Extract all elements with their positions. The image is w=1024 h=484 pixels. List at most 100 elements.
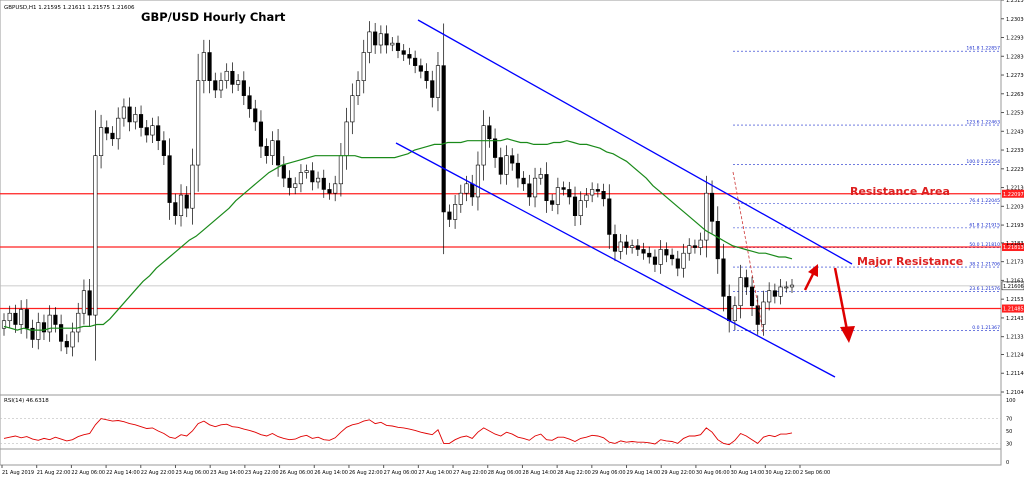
bearish-candle xyxy=(413,57,418,66)
bearish-candle xyxy=(441,65,446,213)
bullish-candle xyxy=(218,80,224,91)
bullish-candle xyxy=(270,140,275,156)
x-tick-label: 28 Aug 06:00 xyxy=(488,470,522,476)
rsi-tick-label: 100 xyxy=(1006,398,1016,404)
bearish-candle xyxy=(156,125,161,141)
bearish-candle xyxy=(641,249,646,254)
y-tick-label: 1.22730 xyxy=(1006,73,1024,79)
bearish-candle xyxy=(498,157,503,175)
bearish-candle xyxy=(144,127,149,136)
bearish-candle xyxy=(127,106,132,123)
bearish-candle xyxy=(253,108,258,123)
y-tick-label: 1.21535 xyxy=(1006,297,1024,303)
y-tick-label: 1.21835 xyxy=(1006,241,1024,247)
bearish-candle xyxy=(772,290,777,297)
y-tick-label: 1.22430 xyxy=(1006,129,1024,135)
bullish-candle xyxy=(732,305,737,322)
rsi-tick-label: 0 xyxy=(1006,460,1009,466)
bearish-candle xyxy=(281,164,286,179)
bearish-candle xyxy=(41,322,47,333)
bearish-candle xyxy=(601,191,606,200)
bullish-candle xyxy=(190,164,195,209)
bullish-candle xyxy=(584,194,589,201)
bullish-candle xyxy=(555,187,560,205)
bearish-candle xyxy=(755,305,760,325)
bearish-candle xyxy=(384,33,389,46)
x-tick-label: 26 Aug 22:00 xyxy=(349,470,383,476)
bearish-candle xyxy=(550,200,555,205)
bearish-candle xyxy=(692,245,697,248)
bullish-candle xyxy=(481,125,486,166)
bearish-candle xyxy=(470,183,475,198)
x-tick-label: 23 Aug 22:00 xyxy=(245,470,279,476)
x-tick-label: 29 Aug 14:00 xyxy=(627,470,661,476)
x-tick-label: 22 Aug 06:00 xyxy=(71,470,105,476)
moving-average-line xyxy=(3,138,793,331)
bearish-candle xyxy=(664,249,669,256)
bearish-candle xyxy=(110,132,115,140)
bearish-candle xyxy=(264,145,269,156)
bearish-candle xyxy=(727,296,732,322)
bullish-candle xyxy=(738,277,743,307)
bearish-candle xyxy=(709,192,715,222)
rsi-line xyxy=(3,418,793,446)
fib-level-label: 100.0 1.22254 xyxy=(966,159,1000,165)
bearish-candle xyxy=(493,138,498,158)
x-tick-label: 2 Sep 06:00 xyxy=(800,470,830,476)
bearish-candle xyxy=(161,140,166,156)
y-tick-label: 1.22130 xyxy=(1006,186,1024,192)
bullish-candle xyxy=(81,290,87,314)
bearish-candle xyxy=(13,312,18,325)
bullish-candle xyxy=(390,42,395,46)
bearish-candle xyxy=(749,286,755,307)
y-tick-label: 1.23030 xyxy=(1006,17,1024,23)
bearish-candle xyxy=(487,125,492,140)
channel-upper-line xyxy=(417,19,853,265)
pullback-up-arrow xyxy=(803,264,818,291)
bearish-candle xyxy=(418,65,423,72)
bullish-candle xyxy=(704,192,709,241)
bearish-candle xyxy=(207,52,212,81)
chart-title: GBP/USD Hourly Chart xyxy=(141,10,286,24)
bearish-candle xyxy=(24,309,29,329)
bearish-candle xyxy=(287,177,292,188)
bullish-candle xyxy=(658,249,663,265)
bullish-candle xyxy=(338,155,343,185)
channel-lower-line xyxy=(395,142,836,378)
level-price-tag xyxy=(1002,304,1024,313)
x-tick-label: 29 Aug 06:00 xyxy=(592,470,626,476)
bearish-candle xyxy=(670,254,675,260)
bearish-candle xyxy=(612,234,618,252)
bearish-candle xyxy=(515,162,520,179)
bullish-candle xyxy=(7,312,12,322)
bullish-candle xyxy=(458,192,463,205)
y-tick-label: 1.22230 xyxy=(1006,167,1024,173)
bearish-candle xyxy=(521,177,526,185)
x-tick-label: 26 Aug 06:00 xyxy=(280,470,314,476)
y-tick-label: 1.22830 xyxy=(1006,54,1024,60)
x-tick-label: 27 Aug 06:00 xyxy=(384,470,418,476)
bearish-candle xyxy=(59,324,64,342)
bearish-candle xyxy=(624,241,629,248)
bullish-candle xyxy=(150,125,155,136)
x-tick-label: 27 Aug 22:00 xyxy=(453,470,487,476)
bullish-candle xyxy=(367,31,372,53)
current-price-label: 1.21606 xyxy=(1003,284,1024,290)
bullish-candle xyxy=(344,121,349,156)
bearish-candle xyxy=(572,196,578,216)
fib-level-label: 161.8 1.22857 xyxy=(966,46,1000,52)
rsi-label: RSI(14) 46.6318 xyxy=(4,398,49,404)
bearish-candle xyxy=(241,80,246,96)
bullish-candle xyxy=(767,290,772,303)
x-tick-label: 28 Aug 14:00 xyxy=(522,470,556,476)
bullish-candle xyxy=(687,245,692,254)
y-tick-label: 1.21040 xyxy=(1006,390,1024,396)
rsi-tick-label: 30 xyxy=(1006,441,1012,447)
y-tick-label: 1.22530 xyxy=(1006,111,1024,117)
bearish-candle xyxy=(595,189,600,192)
bullish-candle xyxy=(93,155,98,316)
fib-anchor-line xyxy=(732,171,764,333)
bearish-candle xyxy=(510,155,515,164)
bearish-candle xyxy=(721,258,726,297)
